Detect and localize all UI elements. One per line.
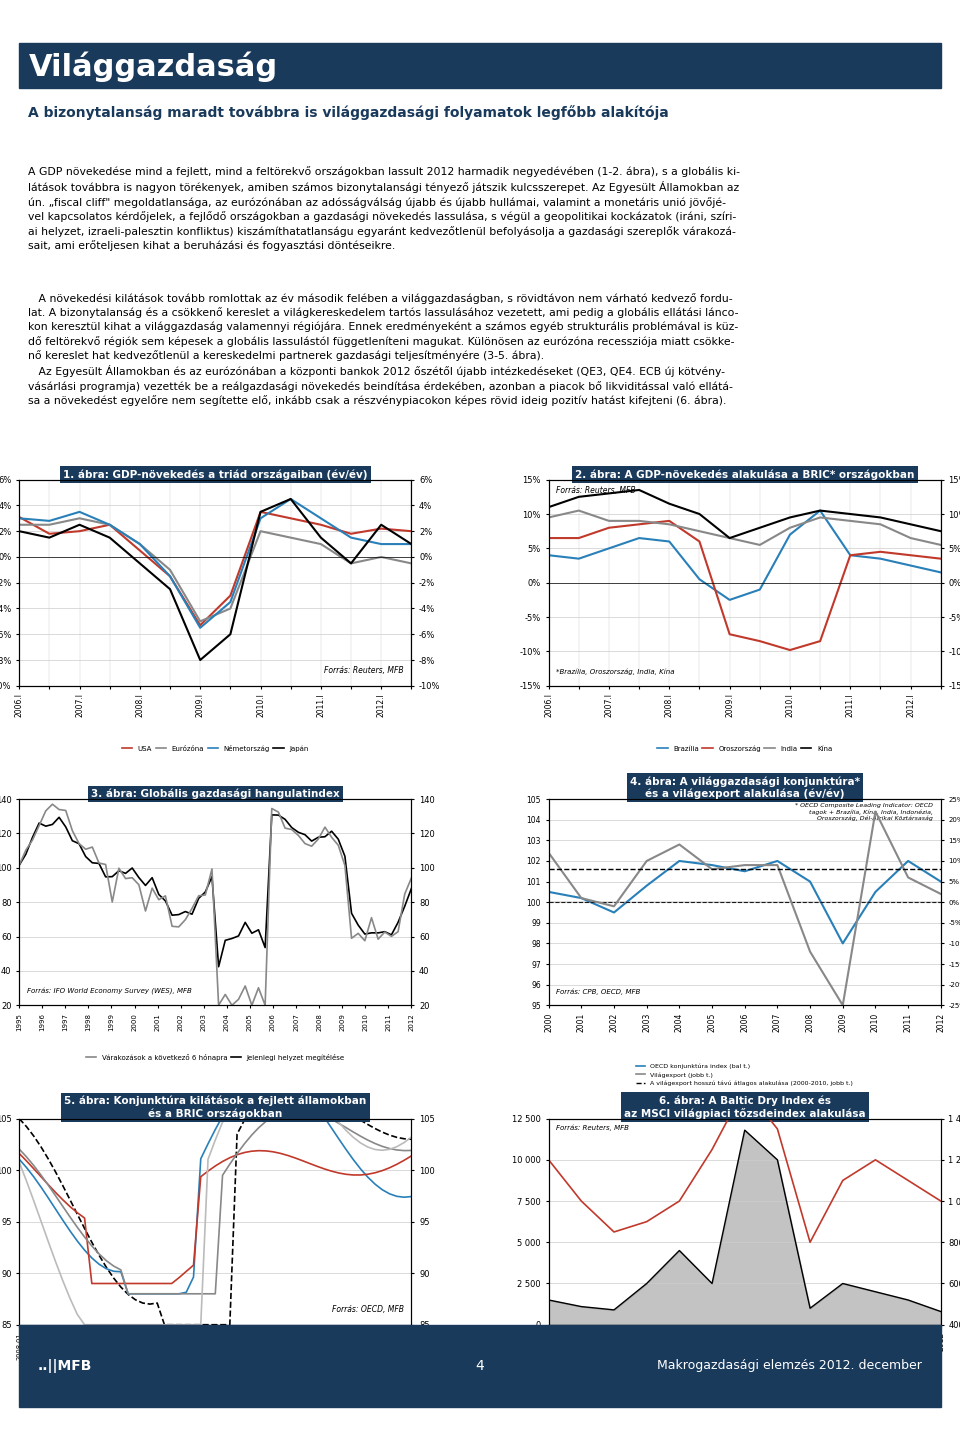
A világexport hosszú távú átlagos alakulása (2000-2010, jobb t.)	[772, 860, 783, 877]
Világexport (jobb t.)	[739, 857, 751, 874]
Title: 1. ábra: GDP-növekedés a triád országaiban (év/év): 1. ábra: GDP-növekedés a triád országaib…	[63, 470, 368, 480]
Világexport (jobb t.)	[837, 996, 849, 1014]
A világexport hosszú távú átlagos alakulása (2000-2010, jobb t.)	[542, 860, 554, 877]
OECD konjunktúra index (bal t.)	[674, 853, 685, 870]
OECD konjunktúra index (bal t.)	[804, 873, 816, 890]
OECD konjunktúra index (bal t.)	[870, 883, 881, 900]
OECD konjunktúra index (bal t.)	[837, 935, 849, 953]
Title: 3. ábra: Globális gazdasági hangulatindex: 3. ábra: Globális gazdasági hangulatinde…	[91, 789, 340, 799]
OECD konjunktúra index (bal t.)	[707, 857, 718, 874]
Text: A GDP növekedése mind a fejlett, mind a feltörekvő országokban lassult 2012 harm: A GDP növekedése mind a fejlett, mind a …	[29, 167, 740, 251]
OECD konjunktúra index (bal t.)	[576, 889, 588, 906]
Text: * OECD Composite Leading Indicator: OECD
tagok + Brazília, Kína, India, Indonézi: * OECD Composite Leading Indicator: OECD…	[795, 803, 933, 821]
Text: Forrás: CPB, OECD, MFB: Forrás: CPB, OECD, MFB	[557, 989, 640, 995]
A világexport hosszú távú átlagos alakulása (2000-2010, jobb t.)	[804, 860, 816, 877]
Világexport (jobb t.)	[609, 898, 620, 915]
A világexport hosszú távú átlagos alakulása (2000-2010, jobb t.)	[609, 860, 620, 877]
Világexport (jobb t.)	[641, 853, 653, 870]
Legend: Várakozások a következő 6 hónapra, Jelenlegi helyzet megítélése: Várakozások a következő 6 hónapra, Jelen…	[83, 1051, 348, 1064]
OECD konjunktúra index (bal t.)	[609, 903, 620, 921]
Title: 4. ábra: A világgazdasági konjunktúra*
és a világexport alakulása (év/év): 4. ábra: A világgazdasági konjunktúra* é…	[630, 776, 860, 799]
A világexport hosszú távú átlagos alakulása (2000-2010, jobb t.)	[707, 860, 718, 877]
Text: Forrás: Reuters, MFB: Forrás: Reuters, MFB	[557, 486, 636, 494]
Legend: USA, Eurózóna, Németország, Japán: USA, Eurózóna, Németország, Japán	[119, 742, 311, 754]
Text: Forrás: Reuters, MFB: Forrás: Reuters, MFB	[557, 1125, 630, 1131]
A világexport hosszú távú átlagos alakulása (2000-2010, jobb t.)	[739, 860, 751, 877]
Világexport (jobb t.)	[674, 835, 685, 853]
A világexport hosszú távú átlagos alakulása (2000-2010, jobb t.)	[935, 860, 947, 877]
Text: Forrás: IFO World Economy Survey (WES), MFB: Forrás: IFO World Economy Survey (WES), …	[27, 987, 192, 995]
Világexport (jobb t.)	[870, 803, 881, 821]
Title: 2. ábra: A GDP-növekedés alakulása a BRIC* országokban: 2. ábra: A GDP-növekedés alakulása a BRI…	[575, 470, 915, 480]
Legend: Baltic Dry Index* (bal t.), MSCI World Index (jobb t.): Baltic Dry Index* (bal t.), MSCI World I…	[639, 1372, 850, 1383]
OECD konjunktúra index (bal t.)	[739, 863, 751, 880]
OECD konjunktúra index (bal t.)	[935, 873, 947, 890]
Text: Világgazdaság: Világgazdaság	[29, 52, 277, 83]
Text: A bizonytalanság maradt továbbra is világgazdasági folyamatok legfőbb alakítója: A bizonytalanság maradt továbbra is vilá…	[29, 104, 669, 119]
Text: A növekedési kilátások tovább romlottak az év második felében a világgazdaságban: A növekedési kilátások tovább romlottak …	[29, 293, 739, 406]
Legend: OECD konjunktúra index (bal t.), Világexport (jobb t.), A világexport hosszú táv: OECD konjunktúra index (bal t.), Világex…	[634, 1061, 855, 1089]
Legend: +G7, Brazília, India, Kína, Oroszország: +G7, Brazília, India, Kína, Oroszország	[115, 1382, 315, 1393]
Világexport (jobb t.)	[902, 869, 914, 886]
Világexport (jobb t.)	[542, 844, 554, 861]
A világexport hosszú távú átlagos alakulása (2000-2010, jobb t.)	[902, 860, 914, 877]
Text: *Brazília, Oroszország, India, Kína: *Brazília, Oroszország, India, Kína	[557, 668, 675, 676]
Világexport (jobb t.)	[935, 886, 947, 903]
Line: Világexport (jobb t.): Világexport (jobb t.)	[548, 812, 941, 1005]
Text: * nyersanyagszállító teherhajók szállítási árait összegzi, ami jó indikátora a n: * nyersanyagszállító teherhajók szállítá…	[553, 1380, 828, 1392]
Világexport (jobb t.)	[772, 857, 783, 874]
Világexport (jobb t.)	[707, 860, 718, 877]
A világexport hosszú távú átlagos alakulása (2000-2010, jobb t.)	[641, 860, 653, 877]
Legend: Brazília, Oroszország, India, Kína: Brazília, Oroszország, India, Kína	[655, 742, 835, 754]
Bar	[19, 44, 941, 87]
OECD konjunktúra index (bal t.)	[542, 883, 554, 900]
OECD konjunktúra index (bal t.)	[772, 853, 783, 870]
Világexport (jobb t.)	[576, 889, 588, 906]
Text: Forrás: OECD, MFB: Forrás: OECD, MFB	[331, 1305, 403, 1314]
A világexport hosszú távú átlagos alakulása (2000-2010, jobb t.)	[576, 860, 588, 877]
Line: OECD konjunktúra index (bal t.): OECD konjunktúra index (bal t.)	[548, 861, 941, 944]
A világexport hosszú távú átlagos alakulása (2000-2010, jobb t.)	[674, 860, 685, 877]
Text: Forrás: Reuters, MFB: Forrás: Reuters, MFB	[324, 667, 403, 676]
Title: 6. ábra: A Baltic Dry Index és
az MSCI világpiaci tőzsdeindex alakulása: 6. ábra: A Baltic Dry Index és az MSCI v…	[624, 1095, 866, 1118]
Title: 5. ábra: Konjunktúra kilátások a fejlett államokban
és a BRIC országokban: 5. ábra: Konjunktúra kilátások a fejlett…	[64, 1096, 367, 1118]
OECD konjunktúra index (bal t.)	[641, 877, 653, 895]
Text: Makrogazdasági elemzés 2012. december: Makrogazdasági elemzés 2012. december	[658, 1359, 923, 1372]
A világexport hosszú távú átlagos alakulása (2000-2010, jobb t.)	[870, 860, 881, 877]
OECD konjunktúra index (bal t.)	[902, 853, 914, 870]
Text: ..||MFB: ..||MFB	[37, 1359, 92, 1373]
A világexport hosszú távú átlagos alakulása (2000-2010, jobb t.)	[837, 860, 849, 877]
Text: 4: 4	[475, 1359, 485, 1373]
Világexport (jobb t.)	[804, 942, 816, 960]
